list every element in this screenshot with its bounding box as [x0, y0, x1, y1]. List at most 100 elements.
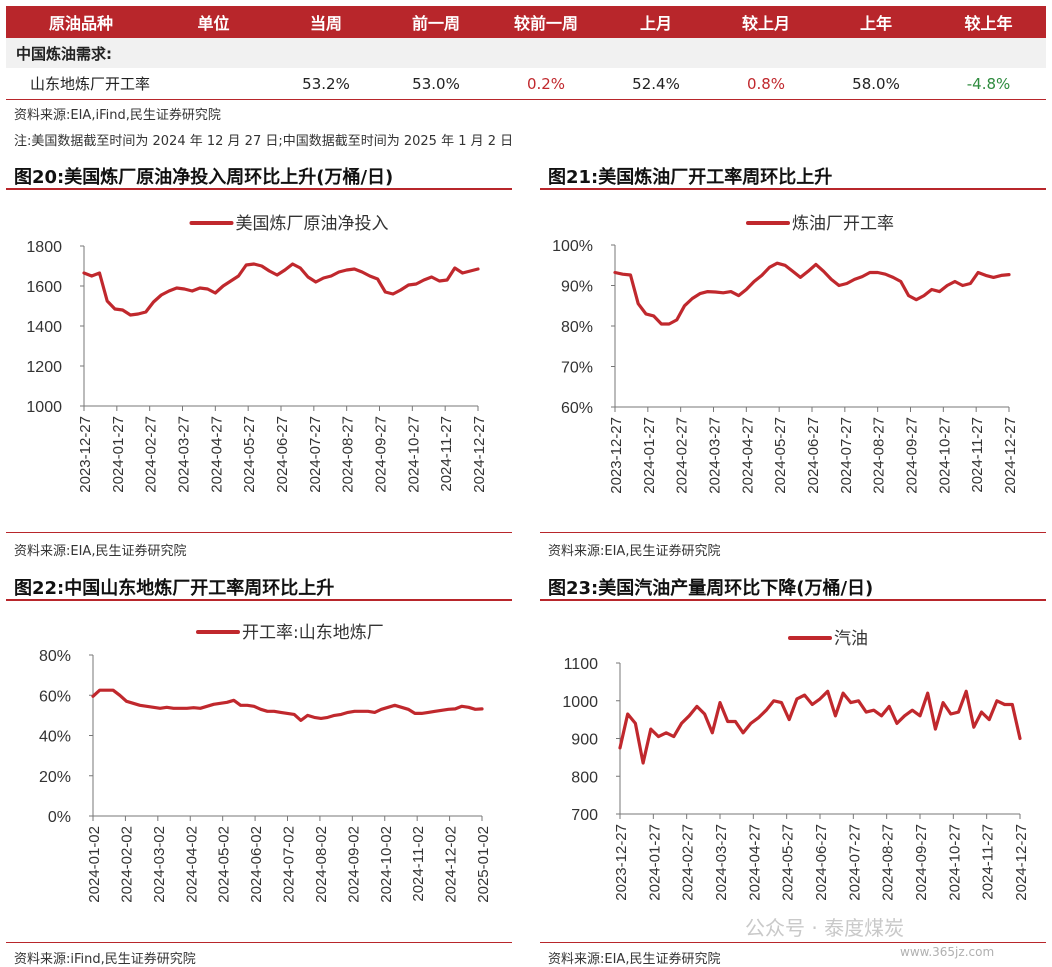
x-tick-label: 2023-12-27 [608, 417, 625, 494]
x-tick-label: 2024-09-27 [373, 416, 390, 493]
x-tick-label: 2024-11-27 [969, 417, 986, 493]
section-label: 中国炼油需求: [6, 38, 1046, 68]
x-tick-label: 2024-09-27 [913, 824, 930, 901]
legend-label: 美国炼厂原油净投入 [236, 214, 389, 234]
x-tick-label: 2024-12-27 [1013, 824, 1030, 901]
header-cell: 较前一周 [491, 6, 601, 38]
x-tick-label: 2024-11-02 [410, 826, 427, 902]
x-tick-label: 2024-07-27 [307, 416, 324, 493]
y-tick-label: 1400 [26, 319, 62, 336]
series-line [82, 262, 480, 317]
x-tick-label: 2024-11-27 [438, 416, 455, 492]
row-prev-week: 53.0% [381, 68, 491, 100]
row-mom: 0.8% [711, 68, 821, 100]
x-tick-label: 2024-12-02 [443, 826, 460, 903]
header-cell: 上月 [601, 6, 711, 38]
x-tick-label: 2024-12-27 [471, 416, 488, 493]
y-tick-label: 60% [39, 688, 71, 705]
y-tick-label: 80% [561, 319, 593, 336]
y-tick-label: 90% [561, 279, 593, 296]
row-last-month: 52.4% [601, 68, 711, 100]
table-row: 山东地炼厂开工率 53.2% 53.0% 0.2% 52.4% 0.8% 58.… [6, 68, 1046, 100]
x-tick-label: 2024-10-27 [405, 416, 422, 493]
series-line [613, 261, 1011, 326]
x-tick-label: 2024-04-27 [208, 416, 225, 493]
header-cell: 当周 [271, 6, 381, 38]
x-tick-label: 2024-08-02 [313, 826, 330, 903]
x-tick-label: 2024-01-27 [646, 824, 663, 901]
y-tick-label: 20% [39, 769, 71, 786]
x-tick-label: 2024-02-27 [143, 416, 160, 493]
y-tick-label: 70% [561, 360, 593, 377]
legend-label: 汽油 [834, 629, 868, 649]
row-yoy: -4.8% [931, 68, 1046, 100]
chart-source-23: 资料来源:EIA,民生证券研究院 [548, 952, 721, 967]
y-tick-label: 900 [571, 732, 598, 749]
x-tick-label: 2024-06-27 [805, 417, 822, 494]
x-tick-label: 2024-09-27 [904, 417, 921, 494]
y-tick-label: 1100 [564, 656, 599, 673]
y-tick-label: 800 [571, 769, 598, 786]
x-tick-label: 2024-06-27 [274, 416, 291, 493]
title-rule [540, 599, 1046, 601]
x-tick-label: 2024-10-27 [936, 417, 953, 494]
chart-refinery-utilization: 100% 90% 80% 70% 60% 2023-12-27 2024-01-27 2024… [552, 214, 1019, 494]
x-tick-label: 2024-10-27 [946, 824, 963, 901]
table-source-note: 资料来源:EIA,iFind,民生证券研究院 [14, 108, 221, 123]
chart-us-gasoline-output: 1100 1000 900 800 700 2023-12-27 2024-01-27 202… [562, 629, 1030, 901]
x-tick-label: 2024-08-27 [340, 416, 357, 493]
x-tick-label: 2024-08-27 [871, 417, 888, 494]
row-last-year: 58.0% [821, 68, 931, 100]
header-cell: 较上年 [931, 6, 1046, 38]
header-cell: 原油品种 [6, 6, 156, 38]
x-tick-label: 2024-07-27 [838, 417, 855, 494]
chart-refinery-crude-input: 1800 1600 1400 1200 1000 2023-12-27 2024-01-27… [26, 214, 488, 493]
table-header-row: 原油品种 单位 当周 前一周 较前一周 上月 较上月 上年 较上年 [6, 6, 1046, 38]
row-current: 53.2% [271, 68, 381, 100]
title-rule [6, 599, 512, 601]
header-cell: 单位 [156, 6, 271, 38]
x-tick-label: 2024-02-27 [674, 417, 691, 494]
table-date-note: 注:美国数据截至时间为 2024 年 12 月 27 日;中国数据截至时间为 2… [14, 134, 514, 149]
series-line [618, 689, 1022, 765]
y-tick-label: 1000 [26, 399, 62, 416]
chart-shandong-utilization: 80% 60% 40% 20% 0% 2024-01-02 2024-02-02 2024-0… [39, 623, 492, 903]
chart-title-23: 图23:美国汽油产量周环比下降(万桶/日) [548, 578, 874, 599]
y-tick-label: 1600 [26, 279, 62, 296]
legend-label: 开工率:山东地炼厂 [242, 623, 384, 643]
x-tick-label: 2024-03-27 [707, 417, 724, 494]
x-tick-label: 2024-07-02 [281, 826, 298, 903]
source-rule [540, 532, 1046, 533]
x-tick-label: 2024-07-27 [846, 824, 863, 901]
chart-title-22: 图22:中国山东地炼厂开工率周环比上升 [14, 578, 335, 599]
source-rule [540, 942, 1046, 943]
x-tick-label: 2024-02-27 [680, 824, 697, 901]
summary-table: 原油品种 单位 当周 前一周 较前一周 上月 较上月 上年 较上年 中国炼油需求… [6, 6, 1046, 100]
header-cell: 前一周 [381, 6, 491, 38]
section-row: 中国炼油需求: [6, 38, 1046, 68]
row-name: 山东地炼厂开工率 [6, 68, 156, 100]
watermark: 公众号 · 泰度煤炭 [745, 916, 905, 940]
source-rule [6, 532, 512, 533]
y-tick-label: 1200 [26, 359, 62, 376]
x-tick-label: 2024-12-27 [1002, 417, 1019, 494]
x-tick-label: 2024-01-02 [86, 826, 103, 903]
y-tick-label: 700 [571, 807, 598, 824]
title-rule [540, 188, 1046, 190]
chart-source-20: 资料来源:EIA,民生证券研究院 [14, 544, 187, 559]
x-tick-label: 2024-04-27 [739, 417, 756, 494]
x-tick-label: 2024-03-02 [151, 826, 168, 903]
y-tick-label: 0% [48, 809, 71, 826]
chart-source-21: 资料来源:EIA,民生证券研究院 [548, 544, 721, 559]
y-tick-label: 100% [552, 238, 593, 255]
x-tick-label: 2024-05-27 [241, 416, 258, 493]
row-unit [156, 68, 271, 100]
header-cell: 上年 [821, 6, 931, 38]
x-tick-label: 2023-12-27 [77, 416, 94, 493]
x-tick-label: 2024-04-02 [183, 826, 200, 903]
x-tick-label: 2024-05-27 [780, 824, 797, 901]
x-tick-label: 2024-04-27 [746, 824, 763, 901]
legend-label: 炼油厂开工率 [792, 214, 894, 234]
x-tick-label: 2024-06-02 [248, 826, 265, 903]
title-rule [6, 188, 512, 190]
